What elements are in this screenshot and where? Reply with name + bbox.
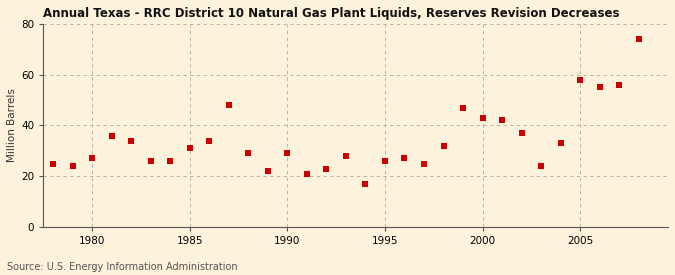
Point xyxy=(204,139,215,143)
Point xyxy=(477,116,488,120)
Text: Annual Texas - RRC District 10 Natural Gas Plant Liquids, Reserves Revision Decr: Annual Texas - RRC District 10 Natural G… xyxy=(43,7,620,20)
Point xyxy=(106,133,117,138)
Point xyxy=(399,156,410,161)
Point xyxy=(282,151,293,156)
Point xyxy=(594,85,605,90)
Point xyxy=(126,139,136,143)
Point xyxy=(614,82,624,87)
Point xyxy=(86,156,97,161)
Point xyxy=(340,154,351,158)
Point xyxy=(516,131,527,135)
Point xyxy=(633,37,644,41)
Point xyxy=(418,161,429,166)
Point xyxy=(556,141,566,145)
Point xyxy=(302,172,313,176)
Point xyxy=(184,146,195,150)
Point xyxy=(223,103,234,107)
Point xyxy=(379,159,390,163)
Point xyxy=(497,118,508,123)
Point xyxy=(438,144,449,148)
Point xyxy=(458,106,468,110)
Point xyxy=(48,161,59,166)
Y-axis label: Million Barrels: Million Barrels xyxy=(7,89,17,163)
Point xyxy=(321,166,332,171)
Point xyxy=(243,151,254,156)
Point xyxy=(67,164,78,168)
Point xyxy=(145,159,156,163)
Point xyxy=(536,164,547,168)
Point xyxy=(165,159,176,163)
Text: Source: U.S. Energy Information Administration: Source: U.S. Energy Information Administ… xyxy=(7,262,238,272)
Point xyxy=(263,169,273,173)
Point xyxy=(575,78,586,82)
Point xyxy=(360,182,371,186)
